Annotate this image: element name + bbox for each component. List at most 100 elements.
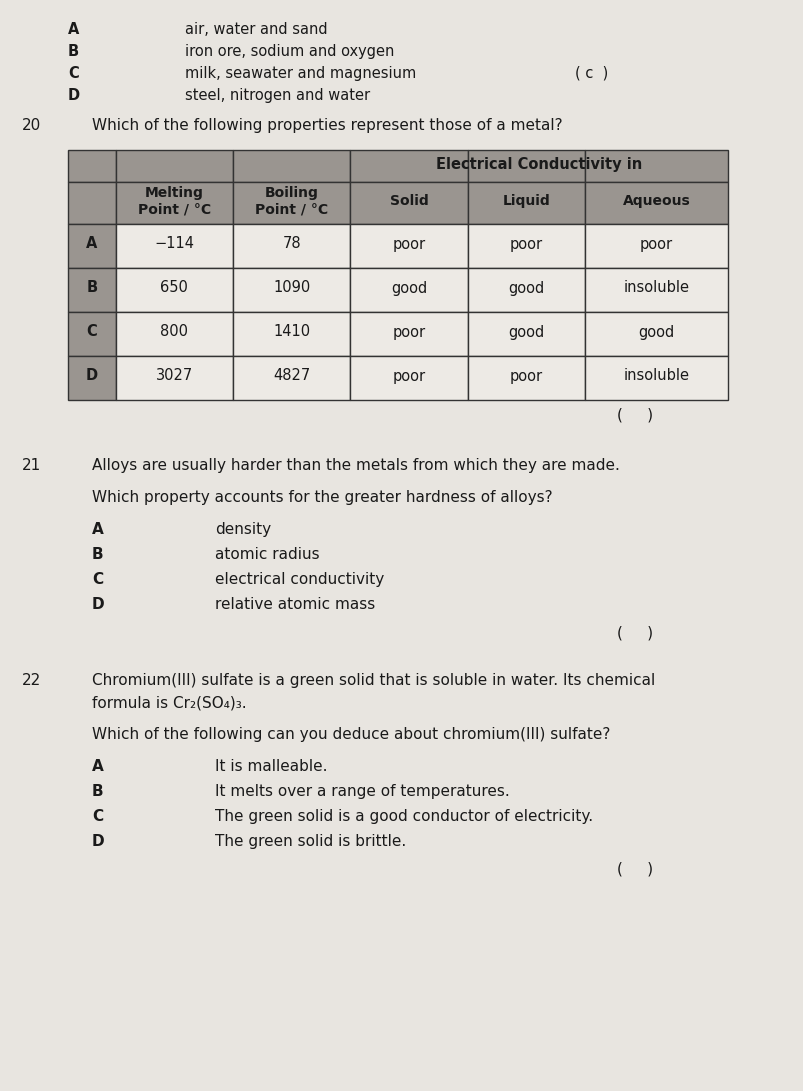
Text: C: C [92, 572, 103, 587]
Bar [233, 356, 350, 400]
Text: Liquid: Liquid [502, 194, 549, 208]
Text: 78: 78 [282, 237, 300, 252]
Text: air, water and sand: air, water and sand [185, 22, 327, 37]
Text: It is malleable.: It is malleable. [214, 759, 327, 774]
Text: The green solid is brittle.: The green solid is brittle. [214, 834, 406, 849]
Text: 3027: 3027 [156, 369, 193, 384]
Text: B: B [68, 44, 79, 59]
Text: Electrical Conductivity in: Electrical Conductivity in [435, 156, 642, 171]
Text: It melts over a range of temperatures.: It melts over a range of temperatures. [214, 784, 509, 799]
Text: 20: 20 [22, 118, 41, 133]
Text: iron ore, sodium and oxygen: iron ore, sodium and oxygen [185, 44, 394, 59]
Bar [467, 182, 585, 224]
Text: D: D [68, 88, 80, 103]
Bar [233, 268, 350, 312]
Text: A: A [86, 237, 97, 252]
Text: The green solid is a good conductor of electricity.: The green solid is a good conductor of e… [214, 810, 593, 824]
Text: C: C [92, 810, 103, 824]
Bar [233, 182, 350, 224]
Bar [467, 224, 585, 268]
Text: A: A [92, 759, 104, 774]
Text: good: good [507, 324, 544, 339]
Text: poor: poor [392, 369, 425, 384]
Text: Chromium(III) sulfate is a green solid that is soluble in water. Its chemical: Chromium(III) sulfate is a green solid t… [92, 673, 654, 688]
Text: 1410: 1410 [273, 324, 310, 339]
Text: electrical conductivity: electrical conductivity [214, 572, 384, 587]
Text: B: B [86, 280, 97, 296]
Bar [350, 356, 467, 400]
Text: Which of the following properties represent those of a metal?: Which of the following properties repres… [92, 118, 562, 133]
Bar [585, 224, 727, 268]
Bar [68, 149, 116, 182]
Bar [467, 149, 585, 182]
Bar [68, 356, 116, 400]
Text: relative atomic mass: relative atomic mass [214, 597, 375, 612]
Text: 22: 22 [22, 673, 41, 688]
Bar [68, 182, 116, 224]
Bar [467, 312, 585, 356]
Text: 4827: 4827 [273, 369, 310, 384]
Bar [585, 182, 727, 224]
Text: poor: poor [639, 237, 672, 252]
Bar [233, 224, 350, 268]
Bar [467, 356, 585, 400]
Text: A: A [68, 22, 79, 37]
Text: ( c  ): ( c ) [574, 65, 608, 81]
Text: (     ): ( ) [616, 625, 652, 640]
Text: C: C [68, 65, 79, 81]
Bar [116, 312, 233, 356]
Text: D: D [86, 369, 98, 384]
Text: D: D [92, 834, 104, 849]
Text: (     ): ( ) [616, 862, 652, 877]
Bar [116, 149, 233, 182]
Bar [350, 182, 467, 224]
Bar [585, 149, 727, 182]
Text: 1090: 1090 [273, 280, 310, 296]
Text: formula is Cr₂(SO₄)₃.: formula is Cr₂(SO₄)₃. [92, 695, 247, 710]
Text: poor: poor [509, 369, 542, 384]
Bar [350, 268, 467, 312]
Text: Boiling
Point / °C: Boiling Point / °C [255, 185, 328, 216]
Text: (     ): ( ) [616, 408, 652, 423]
Text: Which of the following can you deduce about chromium(III) sulfate?: Which of the following can you deduce ab… [92, 727, 609, 742]
Bar [467, 268, 585, 312]
Bar [585, 356, 727, 400]
Text: Solid: Solid [389, 194, 428, 208]
Text: poor: poor [509, 237, 542, 252]
Bar [350, 224, 467, 268]
Text: insoluble: insoluble [622, 280, 689, 296]
Text: 650: 650 [160, 280, 188, 296]
Bar [585, 312, 727, 356]
Bar [233, 312, 350, 356]
Text: D: D [92, 597, 104, 612]
Bar [116, 182, 233, 224]
Text: atomic radius: atomic radius [214, 547, 320, 562]
Text: good: good [638, 324, 674, 339]
Bar [350, 312, 467, 356]
Text: poor: poor [392, 324, 425, 339]
Text: insoluble: insoluble [622, 369, 689, 384]
Text: A: A [92, 521, 104, 537]
Text: poor: poor [392, 237, 425, 252]
Text: good: good [507, 280, 544, 296]
Bar [233, 149, 350, 182]
Bar [116, 356, 233, 400]
Text: steel, nitrogen and water: steel, nitrogen and water [185, 88, 369, 103]
Text: −114: −114 [154, 237, 194, 252]
Text: 21: 21 [22, 458, 41, 473]
Text: C: C [87, 324, 97, 339]
Text: density: density [214, 521, 271, 537]
Text: B: B [92, 784, 104, 799]
Bar [116, 268, 233, 312]
Text: milk, seawater and magnesium: milk, seawater and magnesium [185, 65, 416, 81]
Text: good: good [390, 280, 426, 296]
Text: Aqueous: Aqueous [622, 194, 690, 208]
Bar [585, 268, 727, 312]
Text: Which property accounts for the greater hardness of alloys?: Which property accounts for the greater … [92, 490, 552, 505]
Text: Alloys are usually harder than the metals from which they are made.: Alloys are usually harder than the metal… [92, 458, 619, 473]
Text: 800: 800 [160, 324, 188, 339]
Text: Melting
Point / °C: Melting Point / °C [137, 185, 210, 216]
Bar [68, 224, 116, 268]
Bar [116, 224, 233, 268]
Bar [350, 149, 467, 182]
